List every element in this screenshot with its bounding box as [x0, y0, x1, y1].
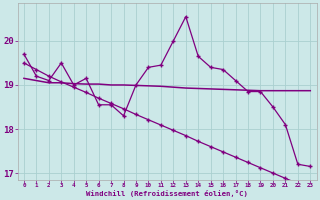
X-axis label: Windchill (Refroidissement éolien,°C): Windchill (Refroidissement éolien,°C) [86, 190, 248, 197]
